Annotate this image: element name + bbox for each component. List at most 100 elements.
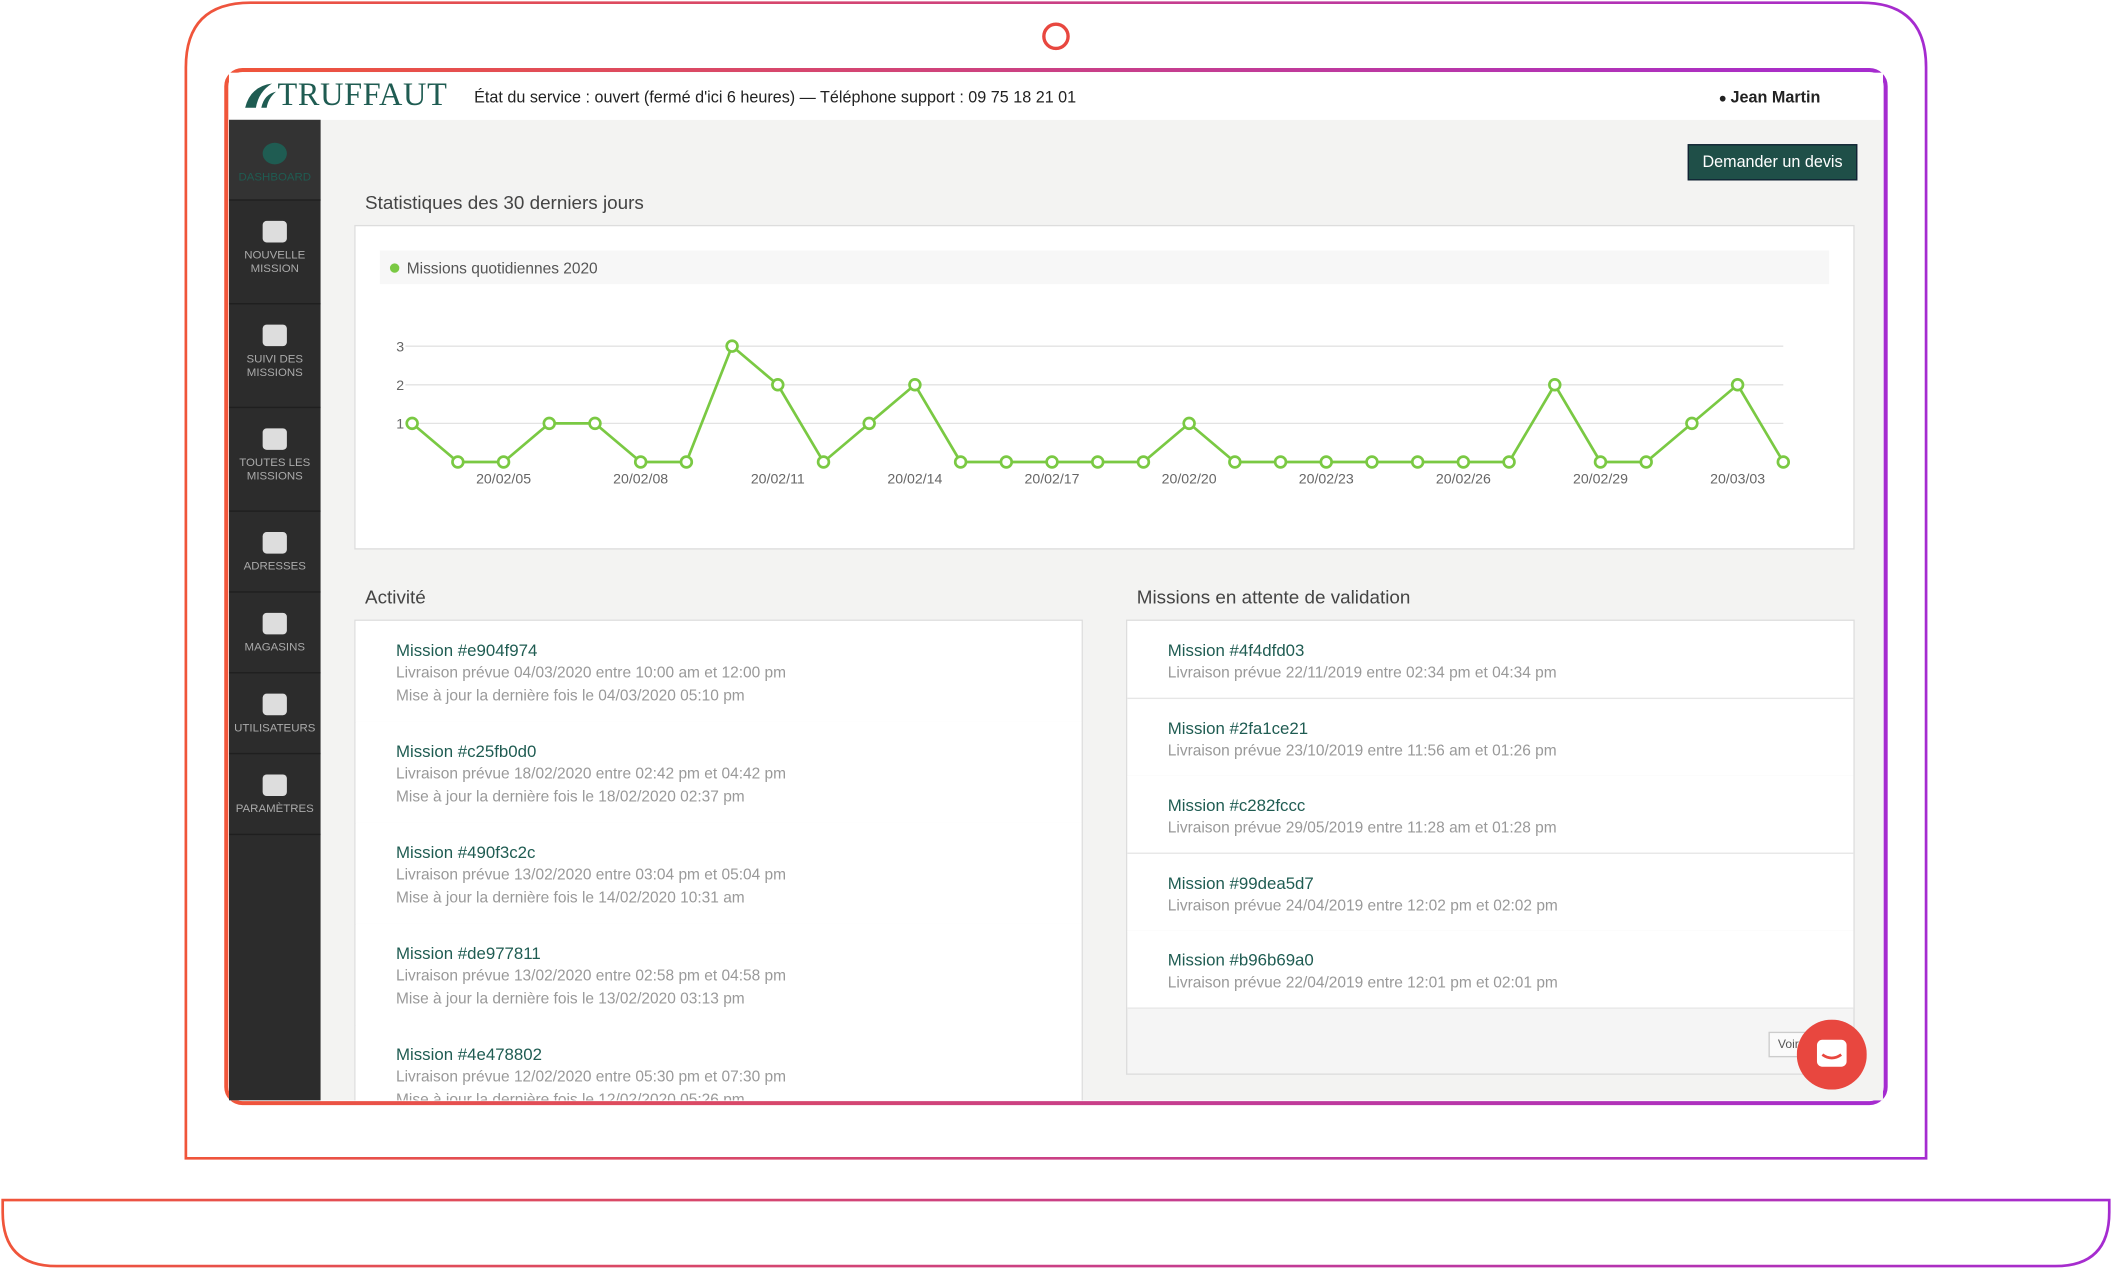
quote-button[interactable]: Demander un devis xyxy=(1687,144,1858,181)
pending-item[interactable]: Mission #b96b69a0 Livraison prévue 22/04/… xyxy=(1127,930,1854,1009)
delivery: Livraison prévue 24/04/2019 entre 12:02 … xyxy=(1167,897,1558,914)
mission-title: Mission #e904f974 xyxy=(395,641,538,660)
nav-icon xyxy=(262,428,287,450)
point xyxy=(1182,416,1196,431)
chat-bubble[interactable] xyxy=(1796,1019,1867,1090)
x-tick-label: 20/03/03 xyxy=(1710,471,1765,487)
point xyxy=(908,378,922,392)
top-bar: TRUFFAUT État du service : ouvert (fermé… xyxy=(228,72,1883,120)
point xyxy=(1045,455,1059,469)
point xyxy=(451,455,465,469)
pending-item[interactable]: Mission #2fa1ce21 Livraison prévue 23/10/… xyxy=(1127,698,1854,777)
x-tick-label: 20/02/14 xyxy=(887,471,942,487)
nav-item[interactable]: SUIVI DES MISSIONS xyxy=(228,304,321,409)
activity-title: Activité xyxy=(365,585,426,608)
delivery: Livraison prévue 29/05/2019 entre 11:28 … xyxy=(1167,820,1557,837)
nav-icon xyxy=(262,142,287,165)
point xyxy=(1593,455,1608,469)
pending-item[interactable]: Mission #c282fccc Livraison prévue 29/05/… xyxy=(1127,775,1854,854)
icon-shape xyxy=(262,142,287,165)
point xyxy=(1730,378,1745,392)
updated: Mise à jour la dernière fois le 04/03/20… xyxy=(395,688,745,705)
nav-item[interactable]: ADRESSES xyxy=(228,512,321,593)
nav-item[interactable]: UTILISATEURS xyxy=(228,673,321,755)
icon-shape xyxy=(262,532,287,554)
icon-shape xyxy=(262,324,287,347)
activity-item[interactable]: Mission #490f3c2c Livraison prévue 13/02/… xyxy=(355,822,1082,926)
nav-icon xyxy=(262,532,287,554)
line xyxy=(411,343,1785,465)
point xyxy=(1136,455,1151,469)
service-status: État du service : ouvert (fermé d'ici 6 … xyxy=(474,87,1077,107)
point xyxy=(496,455,511,469)
delivery: Livraison prévue 13/02/2020 entre 03:04 … xyxy=(395,867,787,884)
sidebar: DASHBOARD NOUVELLE MISSION SUIVI DES MISSI… xyxy=(228,119,321,1101)
screen: TRUFFAUT État du service : ouvert (fermé… xyxy=(228,72,1883,1101)
chart-title: Statistiques des 30 derniers jours xyxy=(365,191,644,213)
icon-shape xyxy=(262,612,287,635)
mission-title: Mission #de977811 xyxy=(395,944,541,964)
mission-title: Mission #490f3c2c xyxy=(395,843,536,863)
activity-item[interactable]: Mission #de977811 Livraison prévue 13/02/… xyxy=(355,923,1082,1027)
y-tick-label: 3 xyxy=(396,339,404,355)
nav-icon xyxy=(262,324,287,347)
point xyxy=(816,455,831,469)
nav-icon xyxy=(262,220,287,243)
mission-title: Mission #4e478802 xyxy=(395,1045,543,1065)
point xyxy=(725,339,739,353)
nav-icon xyxy=(262,693,287,716)
point xyxy=(771,378,785,392)
delivery: Livraison prévue 04/03/2020 entre 10:00 … xyxy=(395,665,787,682)
activity-panel: Mission #e904f974 Livraison prévue 04/03/… xyxy=(354,619,1083,1101)
nav-label: TOUTES LES MISSIONS xyxy=(239,455,311,483)
delivery: Livraison prévue 13/02/2020 entre 02:58 … xyxy=(395,968,787,985)
nav-label: MAGASINS xyxy=(244,639,305,654)
point xyxy=(679,455,694,469)
point xyxy=(1456,455,1471,469)
pending-title: Missions en attente de validation xyxy=(1136,585,1411,608)
x-tick-label: 20/02/05 xyxy=(476,471,531,487)
icon-shape xyxy=(262,693,287,716)
point xyxy=(1273,455,1288,469)
x-tick-label: 20/02/26 xyxy=(1436,471,1491,487)
legend-bar xyxy=(379,250,1830,285)
nav-item[interactable]: TOUTES LES MISSIONS xyxy=(228,408,321,512)
legend-label: Missions quotidiennes 2020 xyxy=(407,260,598,277)
nav-label: ADRESSES xyxy=(243,558,306,573)
activity-item[interactable]: Mission #c25fb0d0 Livraison prévue 18/02/… xyxy=(355,721,1082,825)
activity-item[interactable]: Mission #4e478802 Livraison prévue 12/02/… xyxy=(355,1024,1082,1101)
pending-item[interactable]: Mission #4f4dfd03 Livraison prévue 22/11/… xyxy=(1127,620,1854,700)
delivery: Livraison prévue 22/04/2019 entre 12:01 … xyxy=(1167,975,1558,992)
updated: Mise à jour la dernière fois le 14/02/20… xyxy=(395,890,745,907)
user-name: Jean Martin xyxy=(1730,87,1821,107)
point xyxy=(1319,455,1333,469)
delivery: Livraison prévue 22/11/2019 entre 02:34 … xyxy=(1167,665,1557,682)
x-tick-label: 20/02/20 xyxy=(1162,471,1217,487)
point xyxy=(1776,455,1791,469)
nav-label: PARAMÈTRES xyxy=(235,801,314,815)
point xyxy=(588,416,602,431)
updated: Mise à jour la dernière fois le 13/02/20… xyxy=(395,991,745,1008)
legend-dot xyxy=(389,263,400,273)
mission-title: Mission #c25fb0d0 xyxy=(395,742,537,761)
updated: Mise à jour la dernière fois le 18/02/20… xyxy=(395,789,745,806)
point xyxy=(1639,455,1653,469)
point xyxy=(1685,416,1699,431)
nav-item[interactable]: MAGASINS xyxy=(228,593,321,674)
nav-item[interactable]: PARAMÈTRES xyxy=(228,754,321,836)
point xyxy=(953,455,968,469)
point xyxy=(542,416,557,431)
y-tick-label: 1 xyxy=(396,416,404,432)
nav-item[interactable]: DASHBOARD xyxy=(228,119,321,201)
user-menu[interactable]: ● Jean Martin xyxy=(1718,87,1821,107)
pending-item[interactable]: Mission #99dea5d7 Livraison prévue 24/04/… xyxy=(1127,853,1854,932)
mission-title: Mission #99dea5d7 xyxy=(1167,873,1314,893)
nav-item[interactable]: NOUVELLE MISSION xyxy=(228,201,321,305)
mission-title: Mission #c282fccc xyxy=(1167,796,1306,815)
delivery: Livraison prévue 12/02/2020 entre 05:30 … xyxy=(395,1069,787,1086)
y-tick-label: 2 xyxy=(396,377,404,393)
activity-item[interactable]: Mission #e904f974 Livraison prévue 04/03/… xyxy=(355,620,1082,724)
